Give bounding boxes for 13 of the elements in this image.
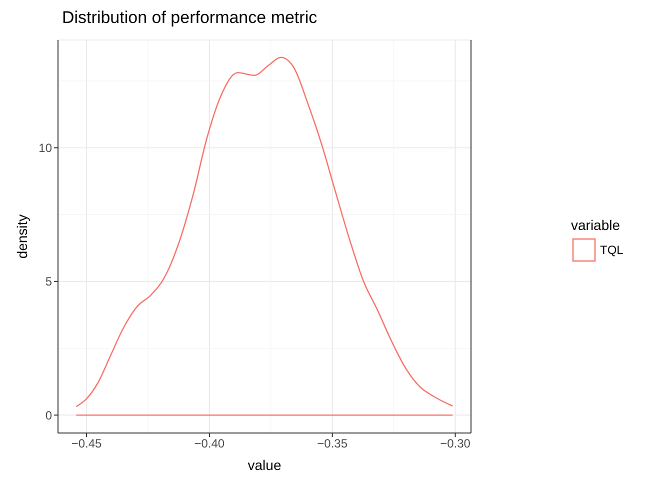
legend-label: TQL [600,243,624,257]
chart-title: Distribution of performance metric [62,8,318,28]
x-tick-label: −0.40 [194,436,225,451]
y-axis-title: density [14,214,30,259]
legend-title: variable [571,217,622,233]
y-tick-label: 0 [45,408,52,422]
x-tick-label: −0.45 [71,436,102,451]
x-tick-label: −0.35 [317,436,348,451]
x-tick-label: −0.30 [440,436,471,451]
y-tick-label: 5 [45,274,52,289]
y-tick-label: 10 [38,141,52,155]
line-series [76,56,454,408]
x-axis-title: value [248,457,282,473]
